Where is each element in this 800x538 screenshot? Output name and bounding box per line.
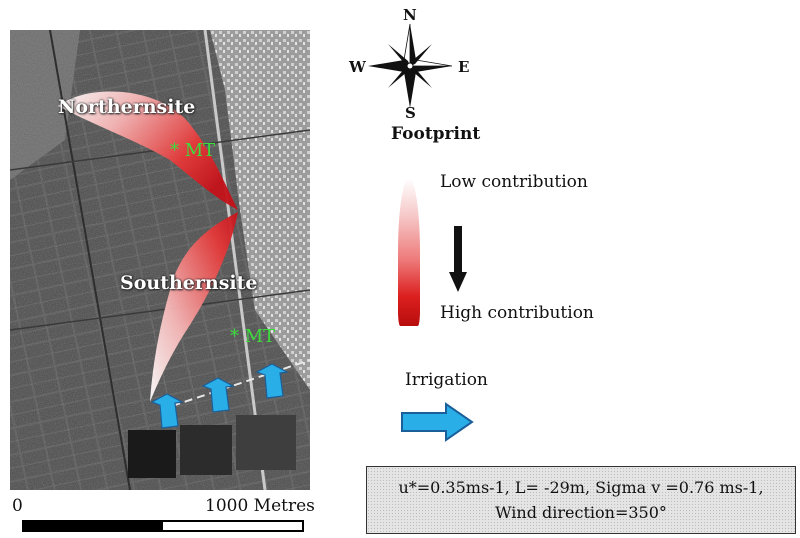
parameters-line-1: u*=0.35ms-1, L= -29m, Sigma v =0.76 ms-1… [398, 478, 764, 497]
aerial-map: Northernsite Southernsite * MT * MT [10, 30, 310, 490]
scale-start-label: 0 [12, 496, 23, 516]
compass-rose: N S E W [345, 6, 475, 122]
down-arrow-icon [449, 226, 467, 292]
compass-south-label: S [405, 104, 416, 122]
southern-site-label: Southernsite [120, 272, 258, 294]
map-irrigation-arrow-2 [201, 377, 235, 413]
map-irrigation-arrow-1 [150, 393, 184, 429]
compass-east-label: E [458, 58, 470, 76]
mt-label-south: * MT [230, 326, 276, 347]
legend-low-label: Low contribution [440, 172, 588, 192]
scale-bar-segment-white [163, 522, 302, 530]
parameters-box: u*=0.35ms-1, L= -29m, Sigma v =0.76 ms-1… [366, 466, 796, 534]
compass-north-label: N [403, 6, 417, 24]
legend-title: Footprint [391, 124, 481, 144]
irrigation-arrow-icon [401, 402, 474, 442]
scale-end-label: 1000 Metres [205, 496, 315, 516]
compass-star-icon [368, 23, 453, 108]
aerial-map-image [10, 30, 310, 490]
irrigation-label: Irrigation [405, 370, 488, 390]
parameters-line-2: Wind direction=350° [495, 503, 667, 522]
southern-footprint-plume [150, 212, 238, 402]
legend-color-gradient [398, 178, 420, 326]
scale-bar [22, 520, 304, 532]
northern-site-label: Northernsite [58, 96, 196, 118]
mt-label-north: * MT [170, 140, 216, 161]
northern-footprint-plume [58, 91, 238, 210]
map-irrigation-arrow-3 [255, 363, 289, 399]
compass-west-label: W [349, 58, 366, 76]
legend-high-label: High contribution [440, 303, 594, 323]
scale-bar-segment-black [24, 522, 163, 530]
